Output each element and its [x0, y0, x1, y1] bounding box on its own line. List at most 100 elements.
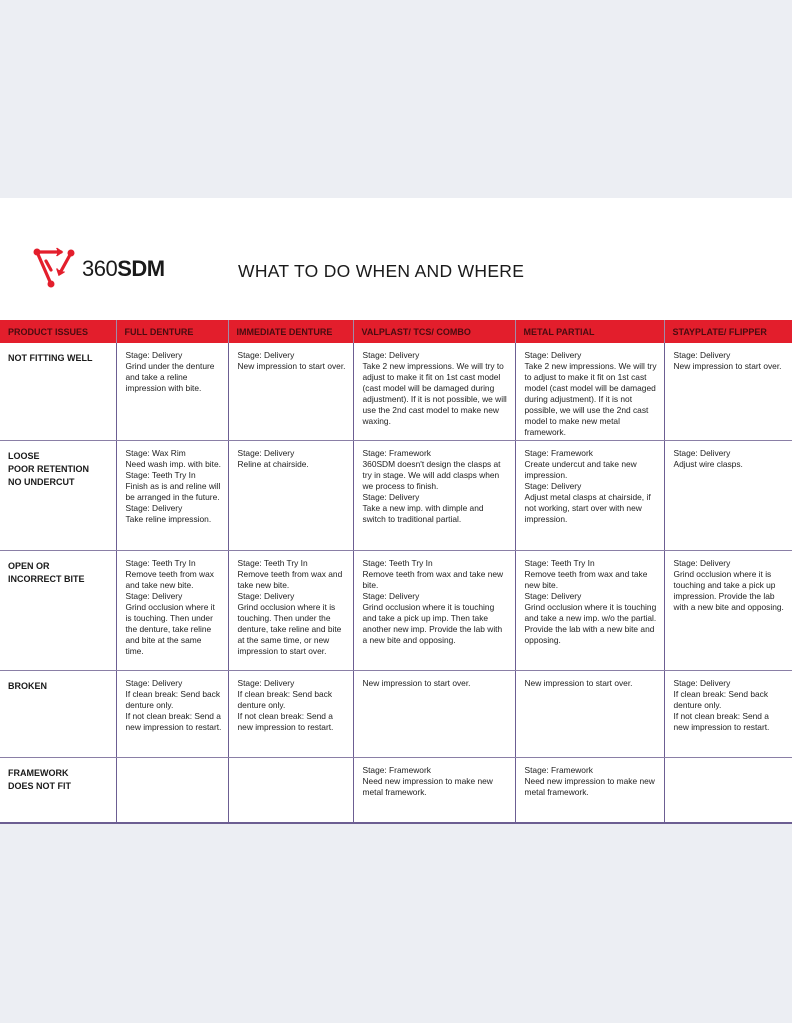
stage-label: Stage: Framework — [524, 447, 593, 458]
stage-label: Stage: Delivery — [673, 677, 731, 688]
instruction-text: If clean break: Send back denture only. — [673, 688, 769, 710]
instruction-cell: Stage: Delivery New impression to start o… — [664, 343, 792, 441]
instruction-cell: Stage: Delivery Adjust wire clasps. — [664, 440, 792, 551]
table-row: LOOSE POOR RETENTION NO UNDERCUT Stage: Wax… — [0, 440, 792, 551]
instruction-cell: Stage: Delivery If clean break: Send back… — [116, 670, 229, 758]
instruction-text: New impression to start over. — [362, 677, 471, 688]
instruction-text: Remove teeth from wax and take new bite. — [125, 568, 214, 590]
instruction-text: If not clean break: Send a new impressio… — [237, 710, 334, 732]
product-issue-cell: NOT FITTING WELL — [0, 343, 117, 441]
instruction-text: Remove teeth from wax and take new bite. — [237, 568, 343, 590]
table-header-row: PRODUCT ISSUES FULL DENTURE IMMEDIATE DENT… — [0, 320, 792, 343]
column-header: METAL PARTIAL — [515, 320, 665, 343]
instruction-text: Create undercut and take new impression. — [524, 458, 637, 480]
instruction-cell: Stage: Teeth Try In Remove teeth from wax… — [228, 550, 354, 671]
stage-label: Stage: Delivery — [125, 502, 183, 513]
stage-label: Stage: Delivery — [125, 677, 183, 688]
instruction-cell: Stage: Framework Create undercut and take… — [515, 440, 665, 551]
product-issue-label: BROKEN — [8, 680, 48, 691]
instruction-cell: Stage: Delivery New impression to start o… — [228, 343, 354, 441]
product-issue-label: POOR RETENTION — [8, 463, 90, 474]
stage-label: Stage: Teeth Try In — [524, 557, 595, 568]
360sdm-logo-icon — [33, 247, 75, 288]
instruction-cell: Stage: Delivery If clean break: Send back… — [664, 670, 792, 758]
instruction-cell: Stage: Teeth Try In Remove teeth from wax… — [353, 550, 516, 671]
product-issue-cell: FRAMEWORK DOES NOT FIT — [0, 757, 117, 824]
instruction-cell: Stage: Delivery Grind occlusion where it … — [664, 550, 792, 671]
product-issue-label: NOT FITTING WELL — [8, 353, 93, 363]
stage-label: Stage: Delivery — [362, 590, 420, 601]
stage-label: Stage: Teeth Try In — [362, 557, 433, 568]
instruction-text: Reline at chairside. — [237, 458, 309, 469]
stage-label: Stage: Framework — [524, 764, 593, 775]
stage-label: Stage: Teeth Try In — [125, 469, 196, 480]
stage-label: Stage: Delivery — [524, 590, 582, 601]
instruction-text: Take 2 new impressions. We will try to a… — [524, 361, 657, 437]
instruction-text: 360SDM doesn't design the clasps at try … — [362, 458, 501, 491]
stage-label: Stage: Teeth Try In — [237, 557, 308, 568]
instruction-text: Take reline impression. — [125, 513, 212, 524]
table-row: FRAMEWORK DOES NOT FIT Stage: Framework Nee… — [0, 757, 792, 824]
product-issue-label: LOOSE — [8, 450, 40, 461]
stage-label: Stage: Delivery — [524, 480, 582, 491]
instruction-cell — [228, 757, 354, 824]
column-header: IMMEDIATE DENTURE — [228, 320, 354, 343]
instruction-text: Take a new imp. with dimple and switch t… — [362, 502, 484, 524]
instruction-cell: Stage: Framework 360SDM doesn't design th… — [353, 440, 516, 551]
stage-label: Stage: Delivery — [673, 350, 731, 360]
stage-label: Stage: Teeth Try In — [125, 557, 196, 568]
stage-label: Stage: Delivery — [237, 590, 295, 601]
product-issue-label: FRAMEWORK — [8, 767, 69, 778]
issues-table: PRODUCT ISSUES FULL DENTURE IMMEDIATE DENT… — [0, 320, 792, 824]
instruction-text: Adjust metal clasps at chairside, if not… — [524, 491, 651, 524]
instruction-cell: Stage: Delivery Reline at chairside. — [228, 440, 354, 551]
stage-label: Stage: Delivery — [362, 350, 420, 360]
instruction-text: Grind occlusion where it is touching and… — [673, 568, 784, 612]
instruction-text: Need wash imp. with bite. — [125, 458, 221, 469]
stage-label: Stage: Framework — [362, 764, 431, 775]
instruction-text: If clean break: Send back denture only. — [237, 688, 333, 710]
stage-label: Stage: Delivery — [237, 677, 295, 688]
instruction-text: Remove teeth from wax and take new bite. — [362, 568, 504, 590]
instruction-cell: Stage: Delivery If clean break: Send back… — [228, 670, 354, 758]
table-row: OPEN OR INCORRECT BITE Stage: Teeth Try In… — [0, 550, 792, 671]
instruction-cell — [116, 757, 229, 824]
table-row: NOT FITTING WELL Stage: Delivery Grind und… — [0, 343, 792, 441]
instruction-text: New impression to start over. — [524, 677, 633, 688]
column-header: FULL DENTURE — [116, 320, 229, 343]
instruction-cell: Stage: Wax Rim Need wash imp. with bite. S… — [116, 440, 229, 551]
brand-name-light: 360 — [82, 256, 118, 281]
stage-label: Stage: Delivery — [237, 350, 295, 360]
column-header: VALPLAST/ TCS/ COMBO — [353, 320, 516, 343]
instruction-text: Grind occlusion where it is touching. Th… — [125, 601, 215, 656]
stage-label: Stage: Delivery — [237, 447, 295, 458]
product-issue-label: NO UNDERCUT — [8, 476, 75, 487]
instruction-cell: Stage: Delivery Take 2 new impressions. W… — [515, 343, 665, 441]
brand-name: 360SDM — [82, 256, 165, 282]
instruction-cell: Stage: Framework Need new impression to m… — [515, 757, 665, 824]
instruction-text: If clean break: Send back denture only. — [125, 688, 221, 710]
product-issue-label: INCORRECT BITE — [8, 573, 85, 584]
instruction-text: Finish as is and reline will be arranged… — [125, 480, 221, 502]
stage-label: Stage: Delivery — [362, 491, 420, 502]
instruction-text: New impression to start over. — [237, 361, 346, 371]
stage-label: Stage: Delivery — [673, 557, 731, 568]
instruction-text: Grind under the denture and take a relin… — [125, 361, 215, 393]
instruction-cell: Stage: Teeth Try In Remove teeth from wax… — [515, 550, 665, 671]
instruction-text: If not clean break: Send a new impressio… — [673, 710, 770, 732]
brand-name-bold: SDM — [117, 256, 165, 281]
instruction-text: New impression to start over. — [673, 361, 782, 371]
instruction-cell: Stage: Delivery Take 2 new impressions. W… — [353, 343, 516, 441]
instruction-text: Remove teeth from wax and take new bite. — [524, 568, 648, 590]
product-issue-cell: OPEN OR INCORRECT BITE — [0, 550, 117, 671]
instruction-cell — [664, 757, 792, 824]
page-title: WHAT TO DO WHEN AND WHERE — [238, 261, 525, 281]
instruction-cell: New impression to start over. — [515, 670, 665, 758]
stage-label: Stage: Framework — [362, 447, 431, 458]
instruction-text: Take 2 new impressions. We will try to a… — [362, 361, 507, 426]
column-header: STAYPLATE/ FLIPPER — [664, 320, 792, 343]
stage-label: Stage: Delivery — [125, 590, 183, 601]
instruction-cell: Stage: Teeth Try In Remove teeth from wax… — [116, 550, 229, 671]
stage-label: Stage: Delivery — [673, 447, 731, 458]
instruction-text: Need new impression to make new metal fr… — [362, 775, 493, 797]
